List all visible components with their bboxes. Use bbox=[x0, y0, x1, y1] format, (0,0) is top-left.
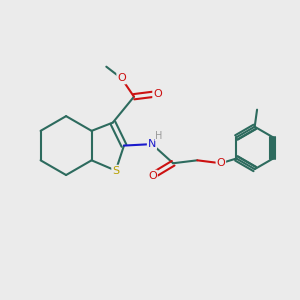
Text: O: O bbox=[217, 158, 225, 168]
Text: S: S bbox=[112, 166, 119, 176]
Text: O: O bbox=[148, 171, 157, 181]
Text: O: O bbox=[117, 74, 126, 83]
Text: H: H bbox=[155, 131, 162, 141]
Text: N: N bbox=[148, 139, 156, 149]
Text: O: O bbox=[153, 89, 162, 99]
